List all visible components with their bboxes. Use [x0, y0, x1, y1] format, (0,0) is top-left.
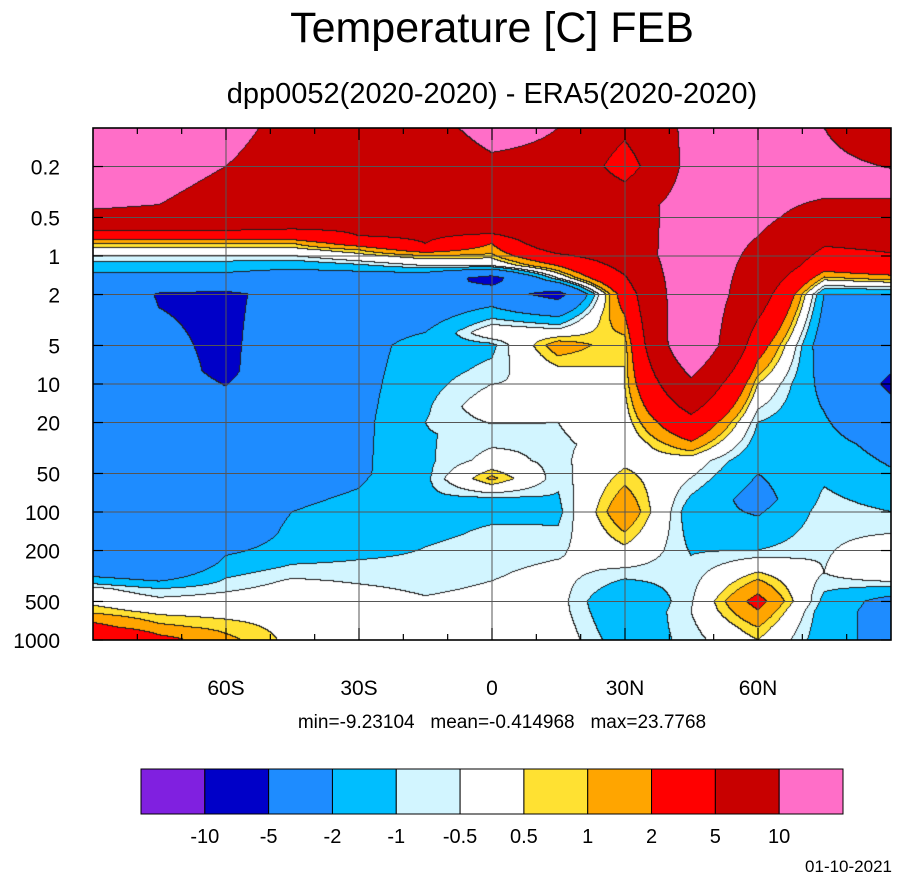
chart-title: Temperature [C] FEB [290, 4, 694, 52]
y-tick-label: 100 [25, 502, 60, 525]
x-axis-labels: 60S 30S 0 30N 60N [207, 677, 777, 700]
colorbar-label: -2 [324, 826, 342, 848]
colorbar-swatch [523, 768, 589, 815]
stats-line: min=-9.23104 mean=-0.414968 max=23.7768 [298, 712, 706, 733]
y-tick-label: 1 [48, 246, 60, 269]
y-tick-label: 5 [48, 335, 60, 358]
colorbar [140, 768, 844, 815]
x-tick-label: 60S [207, 677, 244, 700]
colorbar-label: 0.5 [510, 826, 538, 848]
colorbar-swatch [204, 768, 270, 815]
colorbar-swatch [778, 768, 844, 815]
y-tick-label: 10 [37, 374, 60, 397]
colorbar-swatch [459, 768, 525, 815]
y-tick-label: 20 [37, 413, 60, 436]
colorbar-label: -10 [190, 826, 219, 848]
colorbar-swatch [714, 768, 780, 815]
chart-subtitle: dpp0052(2020-2020) - ERA5(2020-2020) [227, 78, 757, 110]
grid-lines [93, 128, 891, 641]
colorbar-label: 5 [710, 826, 721, 848]
y-tick-label: 0.5 [31, 207, 60, 230]
colorbar-swatch [331, 768, 397, 815]
y-tick-label: 2 [48, 285, 60, 308]
y-tick-label: 500 [25, 591, 60, 614]
colorbar-label: -0.5 [443, 826, 477, 848]
colorbar-swatch [395, 768, 461, 815]
colorbar-swatch [140, 768, 206, 815]
colorbar-label: -5 [260, 826, 278, 848]
y-tick-label: 0.2 [31, 157, 60, 180]
y-axis-labels: 0.2 0.5 1 2 5 10 20 50 100 200 500 1000 [13, 157, 60, 653]
y-tick-label: 200 [25, 541, 60, 564]
colorbar-swatch [268, 768, 333, 815]
x-tick-label: 30S [340, 677, 377, 700]
colorbar-label: -1 [387, 826, 405, 848]
date-stamp: 01-10-2021 [805, 857, 892, 876]
colorbar-label: 1 [582, 826, 593, 848]
x-tick-label: 60N [739, 677, 778, 700]
y-tick-label: 1000 [13, 630, 60, 653]
colorbar-labels: -10 -5 -2 -1 -0.5 0.5 1 2 5 10 [190, 826, 790, 848]
colorbar-label: 2 [646, 826, 657, 848]
x-tick-label: 30N [606, 677, 645, 700]
colorbar-label: 10 [768, 826, 790, 848]
x-tick-label: 0 [486, 677, 498, 700]
colorbar-swatch [651, 768, 716, 815]
colorbar-swatch [587, 768, 653, 815]
y-tick-label: 50 [37, 463, 60, 486]
axis-ticks [93, 128, 891, 641]
plot-area [92, 127, 892, 641]
